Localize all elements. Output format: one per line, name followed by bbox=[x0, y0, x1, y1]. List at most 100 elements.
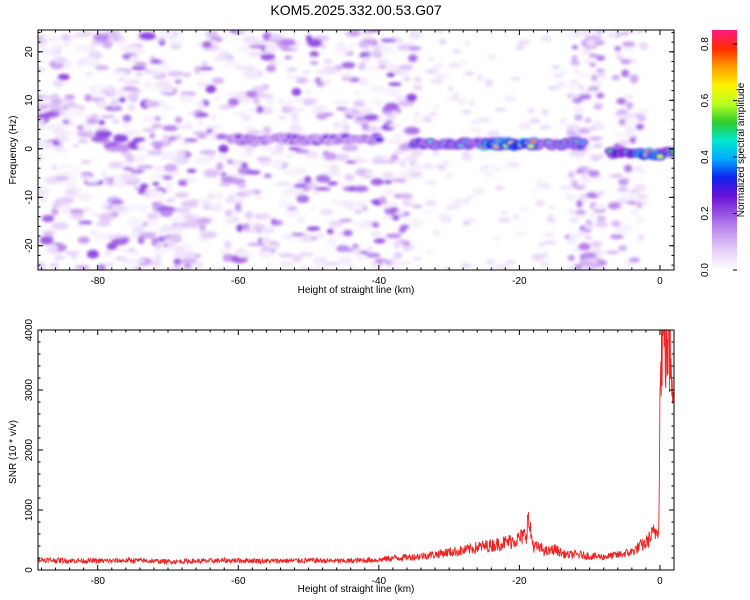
spectrogram-cell bbox=[130, 218, 145, 227]
spectrogram-cell bbox=[382, 259, 389, 263]
spectrogram-cell bbox=[329, 164, 339, 170]
spectrogram-cell bbox=[528, 118, 541, 124]
spectrogram-cell bbox=[572, 97, 583, 104]
spectrogram-cell bbox=[136, 204, 149, 213]
spectrogram-cell bbox=[315, 232, 325, 239]
spectrogram-cell bbox=[160, 224, 175, 234]
spectrogram-cell bbox=[610, 32, 618, 39]
spectrogram-cell bbox=[272, 158, 284, 167]
spectrogram-cell bbox=[139, 148, 151, 153]
spectrogram-cell bbox=[529, 139, 537, 144]
spectrogram-cell bbox=[218, 50, 230, 57]
spectrogram-cell bbox=[588, 170, 600, 178]
spectrogram-cell bbox=[464, 40, 471, 47]
spectrogram-cell bbox=[542, 240, 557, 245]
spectrogram-cell bbox=[248, 44, 267, 49]
spectrogram-cell bbox=[62, 178, 77, 187]
spectrogram-cell bbox=[470, 127, 483, 134]
spectrogram-cell bbox=[625, 120, 637, 125]
spectrogram-cell bbox=[573, 213, 587, 218]
snr-y-tick-label: 4000 bbox=[24, 318, 35, 341]
spectrogram-cell bbox=[363, 113, 379, 122]
spectrogram-cell bbox=[384, 102, 399, 111]
snr-panel: -80 -60 -40 -20 0 0 1000 2000 3000 4000 Height o… bbox=[8, 318, 675, 595]
spectrogram-cell bbox=[497, 217, 512, 224]
spectrogram-cell bbox=[77, 139, 89, 144]
spectrogram-cell bbox=[571, 45, 579, 50]
spectrogram-cell bbox=[463, 199, 470, 204]
spectrogram-cell bbox=[622, 194, 634, 201]
spectrogram-cell bbox=[110, 98, 120, 108]
spectrogram-cell bbox=[559, 185, 572, 190]
spectrogram-cell bbox=[413, 111, 421, 117]
spectrogram-cell bbox=[578, 242, 591, 251]
spectrogram-cell bbox=[224, 61, 241, 67]
spectrogram-cell bbox=[42, 231, 55, 236]
spectrogram-cell bbox=[159, 100, 166, 106]
spectrogram-cell bbox=[197, 118, 205, 127]
spectrogram-cell bbox=[596, 80, 603, 88]
spectrogram-cell bbox=[133, 62, 148, 66]
spectrogram-cell bbox=[205, 125, 223, 130]
spectrogram-cell bbox=[69, 208, 85, 214]
spectrogram-cell bbox=[567, 84, 576, 92]
spectrogram-cell bbox=[386, 264, 400, 269]
spectrogram-cell bbox=[457, 98, 467, 105]
spectrogram-cell bbox=[55, 164, 74, 169]
spectrogram-cell bbox=[412, 84, 423, 91]
spectrogram-cell bbox=[110, 233, 127, 239]
snr-x-tick-label: -60 bbox=[231, 576, 246, 587]
spectrogram-cell bbox=[535, 200, 545, 207]
spectrogram-cell bbox=[344, 173, 355, 182]
spectrogram-cell bbox=[338, 256, 353, 265]
spectrogram-cell bbox=[146, 222, 154, 226]
spectrogram-cell bbox=[96, 220, 111, 227]
spectrogram-cell bbox=[594, 257, 603, 262]
spectrogram-cell bbox=[38, 153, 43, 163]
spectrogram-cell bbox=[541, 108, 549, 116]
spectrogram-cell bbox=[236, 224, 244, 232]
spectrogram-cell bbox=[290, 108, 304, 113]
spectrogram-cell bbox=[584, 117, 592, 123]
spectrogram-cell bbox=[486, 55, 497, 59]
spectrogram-cell bbox=[397, 193, 414, 199]
spectrogram-cell bbox=[79, 56, 97, 62]
spectrogram-cell bbox=[404, 155, 418, 162]
spectrogram-cell bbox=[209, 131, 217, 140]
spectrogram-cell bbox=[552, 65, 561, 70]
spectrogram-cell bbox=[494, 107, 507, 112]
spectrogram-cell bbox=[517, 39, 531, 46]
spectrogram-cell bbox=[370, 263, 381, 270]
spectrogram-cell bbox=[132, 137, 146, 143]
spectrogram-cell bbox=[58, 134, 70, 143]
spectrogram-cell bbox=[552, 73, 564, 78]
spectrogram-cell bbox=[337, 183, 350, 187]
spectrogram-cell bbox=[199, 149, 217, 155]
spectrogram-cell bbox=[569, 79, 579, 85]
spectrogram-cell bbox=[219, 182, 232, 187]
spectrogram-cell bbox=[261, 236, 271, 246]
spectrogram-cell bbox=[579, 229, 586, 234]
spectrogram-cell bbox=[630, 76, 638, 84]
spectrogram-cell bbox=[452, 93, 459, 99]
spectrogram-cell bbox=[404, 126, 420, 135]
spectrogram-cell bbox=[512, 213, 520, 220]
spectrogram-cell bbox=[151, 123, 163, 129]
spectrogram-cell bbox=[670, 149, 674, 154]
spectrogram-cell bbox=[237, 64, 252, 69]
spectrogram-cell bbox=[393, 240, 402, 249]
spectrogram-cell bbox=[291, 113, 299, 118]
spectrogram-y-tick-label: -20 bbox=[24, 238, 35, 253]
spectrogram-cell bbox=[262, 126, 271, 135]
spectrogram-cell bbox=[377, 65, 388, 69]
spectrogram-cell bbox=[579, 193, 587, 199]
spectrogram-cell bbox=[460, 262, 472, 269]
spectrogram-cell bbox=[129, 55, 141, 63]
spectrogram-cell bbox=[338, 199, 356, 208]
spectrogram-cell bbox=[581, 174, 588, 180]
spectrogram-cell bbox=[109, 181, 128, 188]
colorbar: 0.0 0.2 0.4 0.6 0.8 Normalized spectral ampl… bbox=[700, 30, 747, 277]
spectrogram-cell bbox=[371, 221, 380, 228]
spectrogram-cell bbox=[327, 181, 339, 186]
